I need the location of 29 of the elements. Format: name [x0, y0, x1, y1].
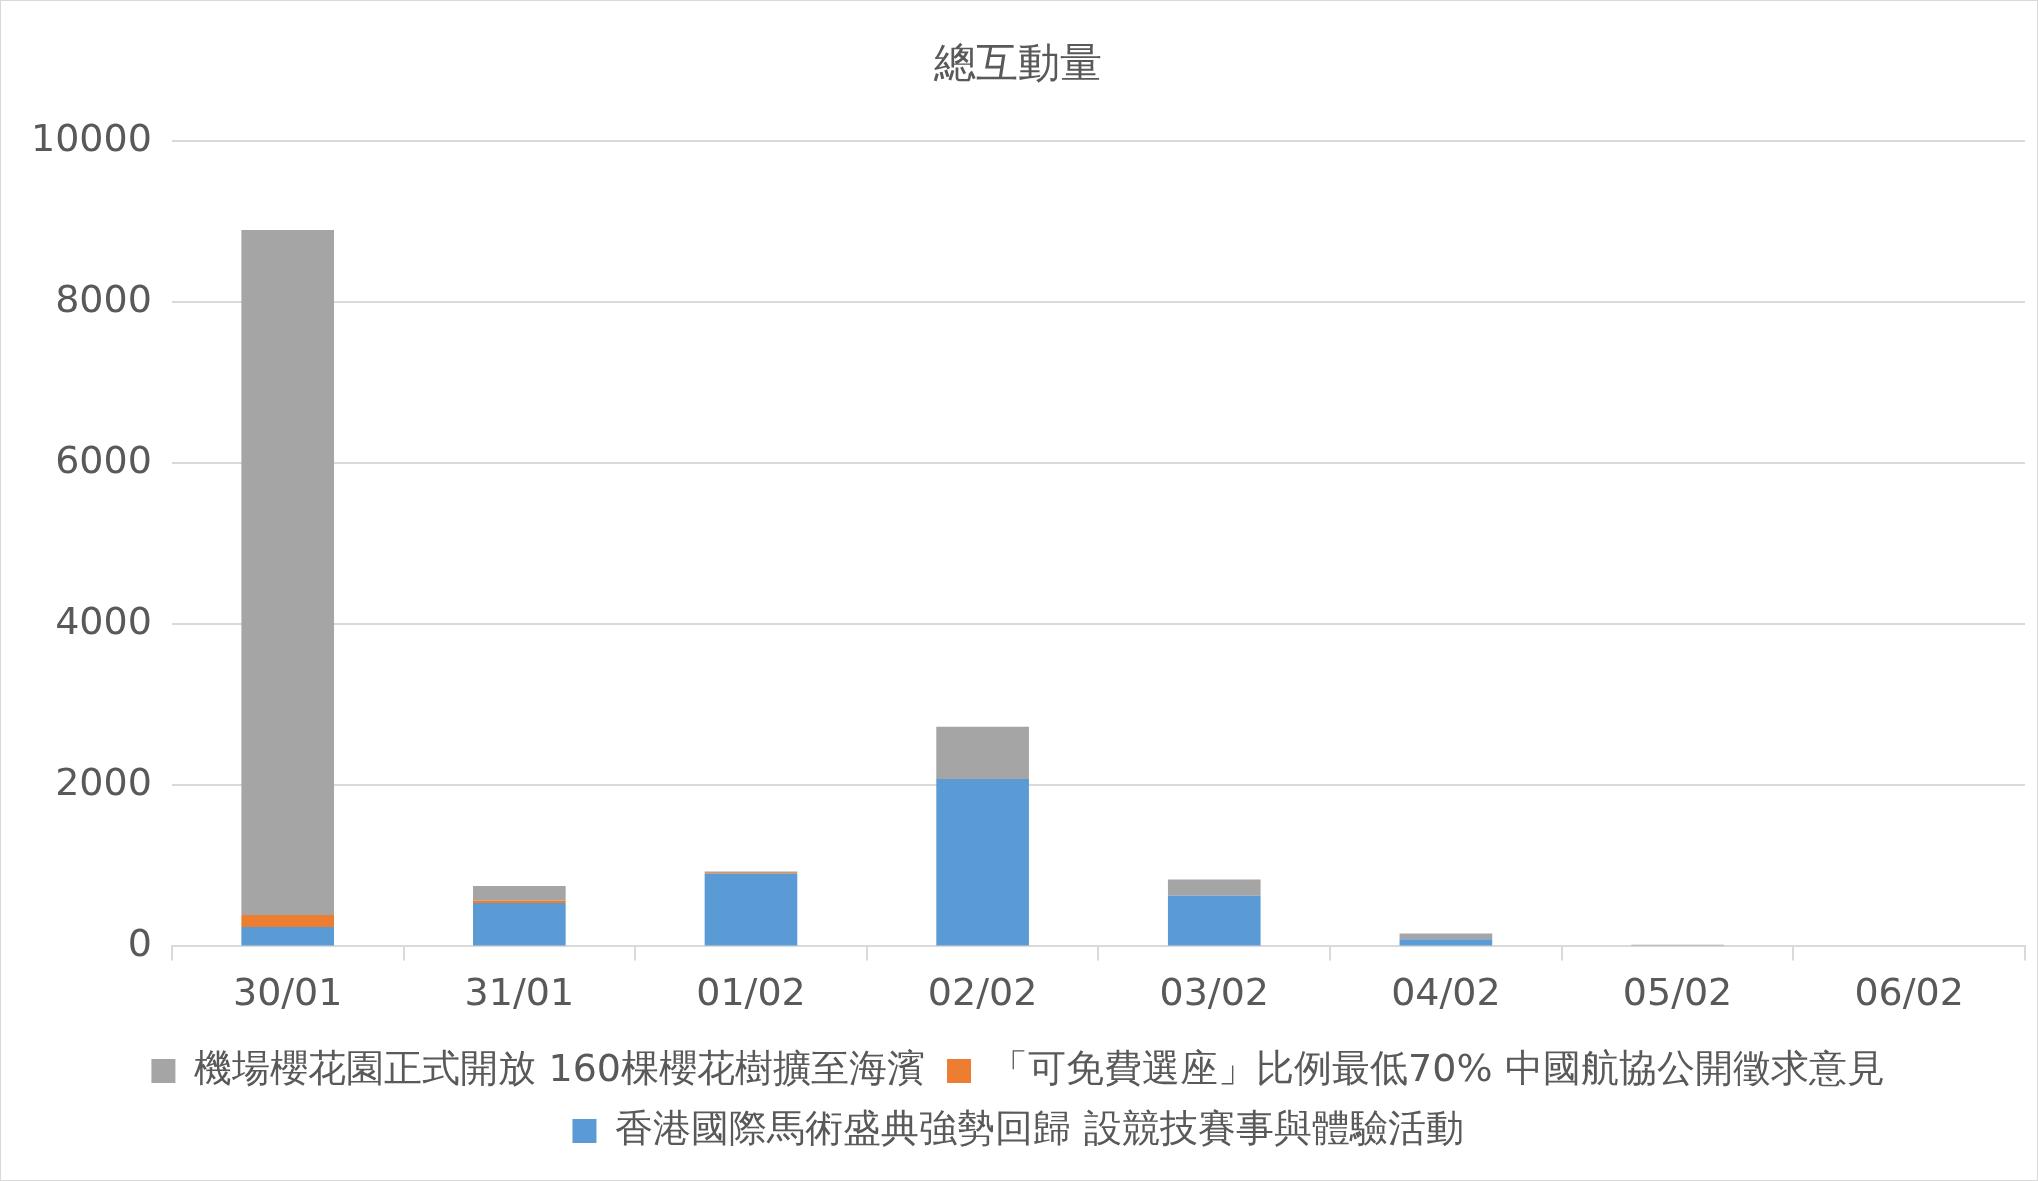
x-tick-label: 30/01 [232, 970, 343, 1015]
bar [936, 726, 1029, 779]
bar [473, 902, 566, 946]
chart-title: 總互動量 [933, 38, 1102, 88]
y-tick-label: 0 [127, 921, 152, 966]
legend-label: 機場櫻花園正式開放 160棵櫻花樹擴至海濱 [194, 1045, 926, 1090]
bar [1167, 895, 1261, 946]
x-tick-label: 31/01 [464, 970, 575, 1015]
x-tick-label: 06/02 [1854, 970, 1964, 1015]
bar [1399, 939, 1493, 946]
x-tick-label: 05/02 [1622, 970, 1733, 1015]
x-tick-label: 02/02 [927, 970, 1038, 1015]
x-tick-label: 01/02 [696, 970, 806, 1015]
x-tick-label: 04/02 [1391, 970, 1501, 1015]
bar [241, 927, 335, 946]
y-tick-label: 2000 [55, 760, 152, 805]
bar [936, 778, 1029, 946]
y-tick-label: 8000 [55, 277, 152, 322]
bar [1167, 879, 1261, 896]
y-tick-label: 6000 [55, 438, 152, 483]
legend-label: 香港國際馬術盛典強勢回歸 設競技賽事與體驗活動 [615, 1105, 1464, 1150]
bar [241, 915, 335, 928]
y-tick-label: 10000 [30, 116, 152, 161]
x-tick-label: 03/02 [1159, 970, 1270, 1015]
y-tick-label: 4000 [55, 599, 152, 644]
bar [704, 873, 798, 946]
bar [241, 229, 335, 916]
legend-label: 「可免費選座」比例最低70% 中國航協公開徵求意見 [990, 1045, 1885, 1090]
bar [473, 886, 566, 901]
